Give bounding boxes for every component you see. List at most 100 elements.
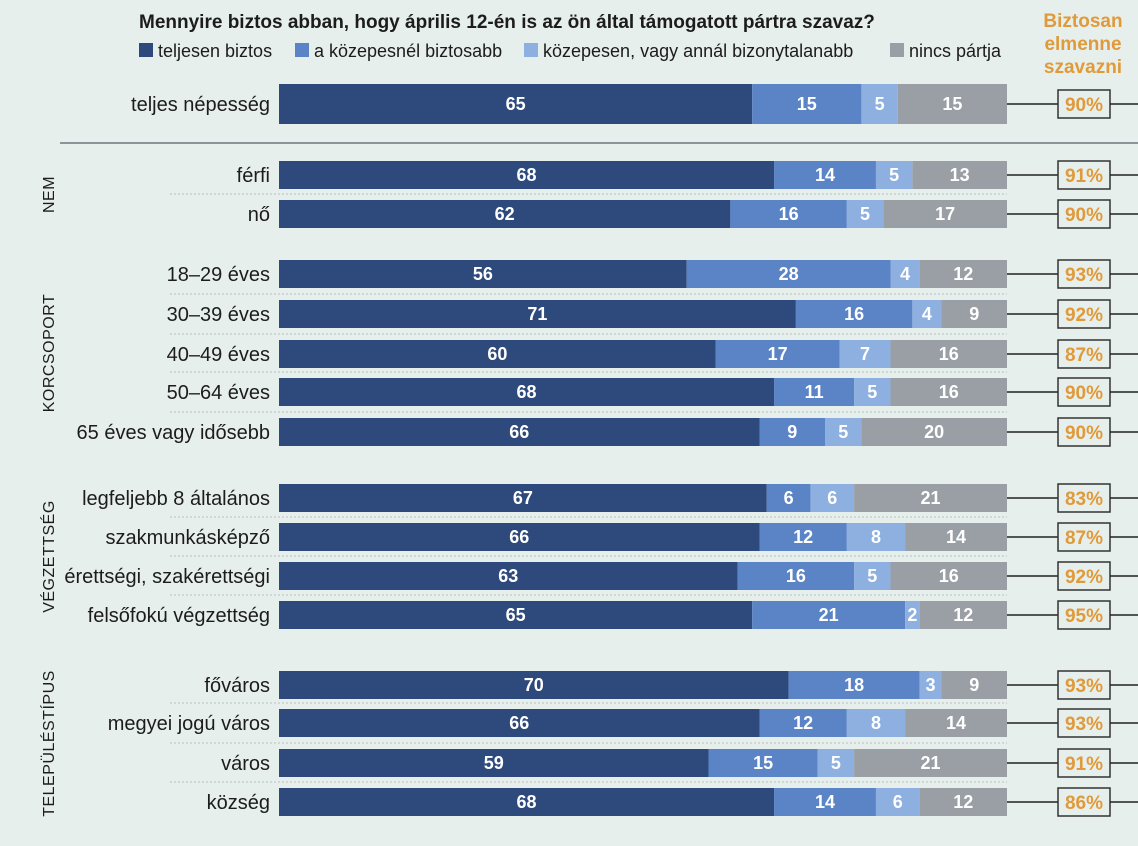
bar-segment-0 — [279, 418, 760, 446]
bar-value-label: 65 — [506, 605, 526, 625]
bar-value-label: 11 — [805, 382, 824, 402]
sure-to-vote-value: 86% — [1065, 793, 1103, 814]
bar-value-label: 16 — [786, 566, 806, 586]
bar-segment-2 — [825, 418, 862, 446]
bar-row: község 68 14 6 12 86% — [170, 781, 1138, 817]
bar-segment-3 — [919, 601, 1007, 629]
bar-segment-2 — [846, 523, 906, 551]
bar-value-label: 68 — [517, 792, 537, 812]
bar-value-label: 68 — [517, 382, 537, 402]
bar-value-label: 12 — [953, 264, 973, 284]
bar-value-label: 20 — [924, 422, 944, 442]
bar-value-label: 7 — [860, 344, 870, 364]
bar-segment-2 — [846, 709, 906, 737]
group-label: KORCSOPORT — [41, 294, 58, 413]
bar-value-label: 12 — [793, 527, 813, 547]
category-label: érettségi, szakérettségi — [64, 566, 270, 588]
legend-swatch — [295, 43, 309, 57]
bar-value-label: 66 — [509, 422, 529, 442]
bar-value-label: 13 — [950, 165, 970, 185]
bar-segment-1 — [686, 260, 891, 288]
category-label: város — [221, 753, 270, 775]
bar-segment-3 — [897, 84, 1007, 124]
bar-segment-1 — [759, 709, 847, 737]
bar-segment-1 — [730, 200, 847, 228]
sure-to-vote-value: 90% — [1065, 423, 1103, 444]
bar-value-label: 18 — [844, 675, 864, 695]
bar-value-label: 5 — [867, 566, 877, 586]
bar-segment-1 — [788, 671, 920, 699]
bar-segment-2 — [854, 562, 891, 590]
sure-to-vote-value: 91% — [1065, 754, 1103, 775]
bar-value-label: 63 — [498, 566, 518, 586]
bar-value-label: 4 — [900, 264, 910, 284]
bar-value-label: 17 — [935, 204, 955, 224]
bar-value-label: 12 — [793, 713, 813, 733]
bar-segment-2 — [846, 200, 884, 228]
bar-segment-1 — [766, 484, 811, 512]
bar-value-label: 5 — [867, 382, 877, 402]
sure-to-vote-value: 93% — [1065, 714, 1103, 735]
bar-row: város 59 15 5 21 91% — [170, 742, 1138, 778]
bar-value-label: 5 — [860, 204, 870, 224]
bar-segment-3 — [854, 484, 1007, 512]
sure-to-vote-value: 87% — [1065, 528, 1103, 549]
bar-segment-2 — [810, 484, 855, 512]
bar-segment-2 — [861, 84, 898, 124]
bar-value-label: 9 — [969, 675, 979, 695]
bar-segment-2 — [919, 671, 942, 699]
category-label: 50–64 éves — [167, 382, 270, 404]
bar-segment-1 — [737, 562, 855, 590]
bar-segment-0 — [279, 340, 716, 368]
bar-value-label: 14 — [946, 527, 966, 547]
bar-row: főváros 70 18 3 9 93% — [204, 670, 1138, 700]
bar-value-label: 6 — [827, 488, 837, 508]
bar-segment-2 — [875, 161, 913, 189]
bar-value-label: 2 — [907, 605, 917, 625]
bar-value-label: 16 — [939, 566, 959, 586]
legend-label: teljesen biztos — [158, 41, 272, 61]
bar-value-label: 28 — [779, 264, 799, 284]
right-column-title: Biztosan elmenne szavazni — [1043, 11, 1122, 78]
bar-row: 30–39 éves 71 16 4 9 92% — [167, 293, 1138, 329]
bar-segment-1 — [774, 378, 855, 406]
bar-value-label: 16 — [844, 304, 864, 324]
bar-value-label: 65 — [506, 94, 526, 114]
category-label: főváros — [204, 675, 270, 697]
bar-value-label: 5 — [838, 422, 848, 442]
bar-segment-0 — [279, 788, 775, 816]
bar-segment-1 — [752, 601, 906, 629]
bar-segment-2 — [854, 378, 891, 406]
bar-value-label: 21 — [921, 753, 941, 773]
bar-segment-0 — [279, 484, 767, 512]
bar-value-label: 3 — [926, 675, 936, 695]
legend-swatch — [139, 43, 153, 57]
bar-segment-3 — [919, 788, 1007, 816]
group-label: VÉGZETTSÉG — [39, 500, 58, 613]
bar-row: felsőfokú végzettség 65 21 2 12 95% — [88, 594, 1138, 630]
bar-value-label: 68 — [517, 165, 537, 185]
category-label: teljes népesség — [131, 94, 270, 116]
bar-value-label: 15 — [797, 94, 817, 114]
bar-segment-3 — [919, 260, 1007, 288]
bar-row: 65 éves vagy idősebb 66 9 5 20 90% — [77, 411, 1138, 447]
bar-value-label: 14 — [815, 165, 835, 185]
bar-row: 50–64 éves 68 11 5 16 90% — [167, 371, 1138, 407]
bar-segment-2 — [839, 340, 891, 368]
bar-segment-1 — [774, 788, 876, 816]
bar-value-label: 70 — [524, 675, 544, 695]
sure-to-vote-value: 93% — [1065, 676, 1103, 697]
bar-segment-0 — [279, 562, 738, 590]
bar-segment-3 — [890, 562, 1007, 590]
bar-segment-2 — [905, 601, 920, 629]
bar-segment-3 — [905, 523, 1007, 551]
bar-value-label: 8 — [871, 527, 881, 547]
bar-value-label: 56 — [473, 264, 493, 284]
bar-value-label: 9 — [969, 304, 979, 324]
bar-row: 40–49 éves 60 17 7 16 87% — [167, 333, 1138, 369]
bar-value-label: 16 — [939, 344, 959, 364]
group-label: TELEPÜLÉSTÍPUS — [39, 670, 58, 817]
bar-segment-1 — [774, 161, 876, 189]
legend-swatch — [890, 43, 904, 57]
category-label: szakmunkásképző — [105, 527, 270, 549]
